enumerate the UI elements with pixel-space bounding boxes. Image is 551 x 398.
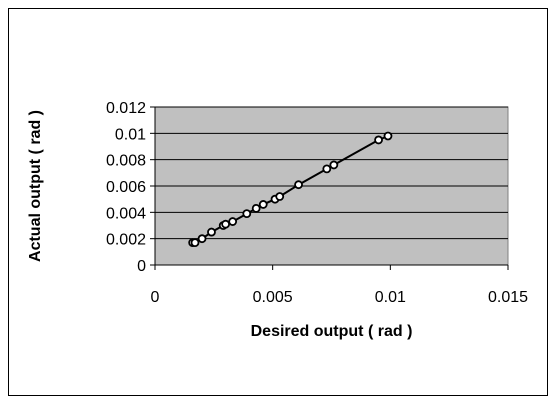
data-point [374, 135, 383, 145]
y-tick-label: 0.004 [106, 205, 146, 222]
data-point [190, 238, 200, 248]
y-tick-label: 0.002 [106, 232, 146, 249]
data-point [329, 160, 339, 170]
x-tick-label: 0.01 [375, 289, 406, 306]
data-point [294, 180, 303, 190]
data-point [242, 209, 252, 219]
gridlines [155, 106, 508, 240]
axis-ticks [150, 106, 509, 270]
y-tick-labels: 0 0.002 0.004 0.006 0.008 0.01 0.012 [106, 100, 146, 275]
x-tick-label: 0.005 [253, 289, 293, 306]
data-point [221, 219, 231, 229]
x-tick-labels: 0 0.005 0.01 0.015 [151, 289, 529, 306]
x-tick-label: 0.015 [488, 289, 528, 306]
data-point [197, 234, 207, 244]
data-point [258, 200, 268, 209]
data-point [383, 131, 393, 141]
data-points [188, 131, 393, 248]
x-axis-title: Desired output ( rad ) [251, 323, 413, 340]
data-point [207, 227, 216, 237]
data-point [251, 203, 261, 213]
data-point [275, 192, 285, 201]
y-axis-title: Actual output ( rad ) [27, 110, 44, 262]
data-point [322, 164, 332, 174]
data-point [228, 217, 238, 226]
y-tick-label: 0.008 [106, 153, 146, 170]
y-tick-label: 0.006 [106, 179, 146, 196]
y-tick-label: 0 [137, 258, 146, 275]
x-tick-label: 0 [151, 289, 160, 306]
y-tick-label: 0.01 [115, 126, 146, 143]
y-tick-label: 0.012 [106, 100, 146, 117]
